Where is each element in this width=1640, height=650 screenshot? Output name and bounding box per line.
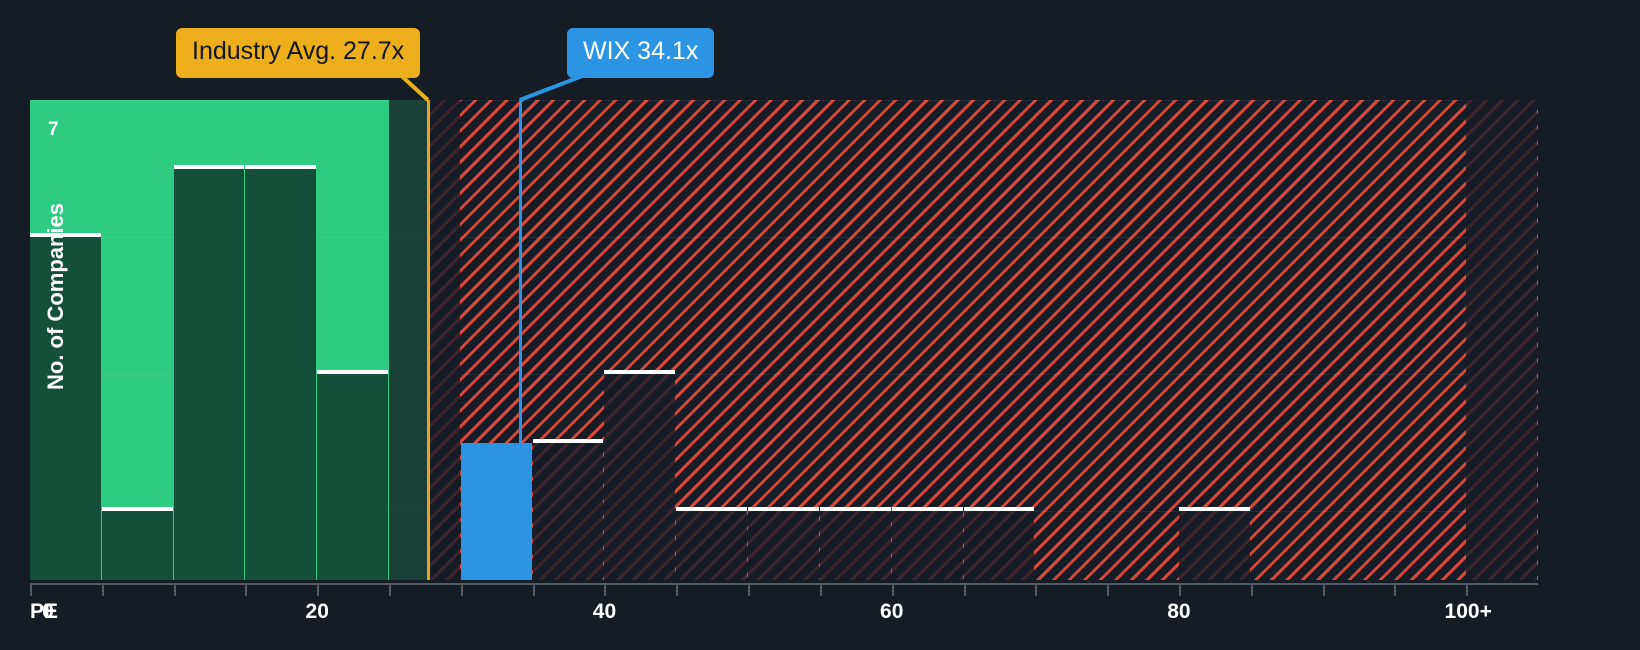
wix-marker-line [518, 100, 522, 580]
x-axis-tick [389, 585, 392, 596]
bar-cap [891, 507, 963, 512]
bar[interactable] [819, 507, 891, 580]
x-axis-tick-label: 60 [880, 600, 904, 623]
bar[interactable] [389, 100, 460, 580]
x-axis-tick [1035, 585, 1038, 596]
x-axis-tick [604, 585, 607, 596]
y-axis-max-label: 7 [48, 119, 59, 140]
x-axis-tick [460, 585, 463, 596]
x-axis-tick-label: 0 [42, 600, 54, 623]
bar-cap [317, 370, 389, 375]
x-axis-tick [748, 585, 751, 596]
bar[interactable] [101, 507, 173, 580]
x-axis-tick [1250, 585, 1253, 596]
y-axis-title: No. of Companies [43, 202, 68, 390]
bar-cap [532, 438, 604, 443]
gridline [30, 100, 1538, 101]
x-axis-tick [245, 585, 248, 596]
gridline [30, 374, 1538, 375]
x-axis-tick [819, 585, 822, 596]
x-axis-tick [1107, 585, 1110, 596]
x-axis-tick [1394, 585, 1397, 596]
x-axis-tick-label: 80 [1167, 600, 1191, 623]
bar[interactable] [173, 164, 245, 580]
x-axis-tick [101, 585, 104, 596]
bar-cap [1178, 507, 1250, 512]
x-axis-tick [532, 585, 535, 596]
x-axis-tick [30, 585, 32, 596]
x-axis-tick [676, 585, 679, 596]
bar[interactable] [1178, 507, 1250, 580]
x-axis-tick [173, 585, 176, 596]
overvalued-zone-hatched [427, 100, 1538, 580]
bar[interactable] [532, 438, 604, 580]
x-axis-prefix-label: PE [30, 600, 59, 623]
bar-cap [748, 507, 819, 512]
bar-cap [676, 507, 748, 512]
gridline [30, 237, 1538, 238]
x-axis-line [30, 583, 1538, 585]
bar[interactable] [604, 370, 676, 580]
callout-tail [519, 74, 582, 102]
industry-average-line [426, 100, 430, 580]
bar[interactable] [245, 164, 317, 580]
x-axis-tick [1178, 585, 1181, 596]
plot-area [30, 100, 1538, 580]
bar-cap [101, 507, 173, 512]
wix-callout[interactable]: WIX 34.1x [567, 28, 715, 78]
x-axis-tick [1466, 585, 1469, 596]
bar-cap [30, 233, 101, 238]
bar-cap [963, 507, 1035, 512]
bar-cap [604, 370, 676, 375]
bar[interactable] [891, 507, 963, 580]
bar-cap [245, 164, 317, 169]
x-axis-tick-label: 40 [592, 600, 617, 623]
bar[interactable] [676, 507, 748, 580]
industry-average-callout[interactable]: Industry Avg. 27.7x [176, 28, 421, 78]
bar[interactable] [963, 507, 1035, 580]
callout-tail [400, 75, 430, 102]
x-axis-tick [891, 585, 894, 596]
bar[interactable] [1466, 100, 1537, 580]
bar[interactable] [30, 233, 101, 580]
x-axis-tick [317, 585, 320, 596]
x-axis-tick-label: 100+ [1444, 600, 1492, 623]
bar-cap [819, 507, 891, 512]
x-axis-tick [963, 585, 966, 596]
bar[interactable] [748, 507, 819, 580]
x-axis-tick [1322, 585, 1325, 596]
x-axis-tick-label: 20 [305, 600, 329, 623]
bar-cap [173, 164, 245, 169]
bar[interactable] [317, 370, 389, 580]
